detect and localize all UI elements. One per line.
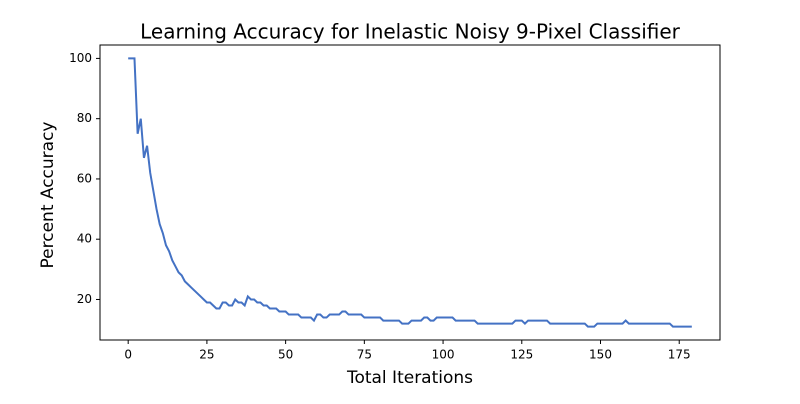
x-tick-label: 100 — [432, 348, 455, 362]
x-tick-label: 0 — [124, 348, 132, 362]
chart-title: Learning Accuracy for Inelastic Noisy 9-… — [140, 20, 681, 44]
x-tick-label: 75 — [357, 348, 372, 362]
y-axis-label: Percent Accuracy — [38, 122, 58, 269]
x-tick-label: 175 — [668, 348, 691, 362]
data-line — [128, 57, 692, 328]
x-tick-label: 150 — [589, 348, 612, 362]
x-axis-label: Total Iterations — [346, 368, 473, 388]
y-tick-label: 20 — [77, 292, 92, 306]
y-tick-label: 40 — [77, 232, 92, 246]
x-tick-label: 25 — [199, 348, 214, 362]
x-tick-label: 50 — [278, 348, 293, 362]
y-tick-label: 100 — [69, 51, 92, 65]
plot-frame — [99, 44, 721, 341]
y-tick-label: 60 — [77, 171, 92, 185]
x-tick-label: 125 — [510, 348, 533, 362]
y-tick-label: 80 — [77, 111, 92, 125]
